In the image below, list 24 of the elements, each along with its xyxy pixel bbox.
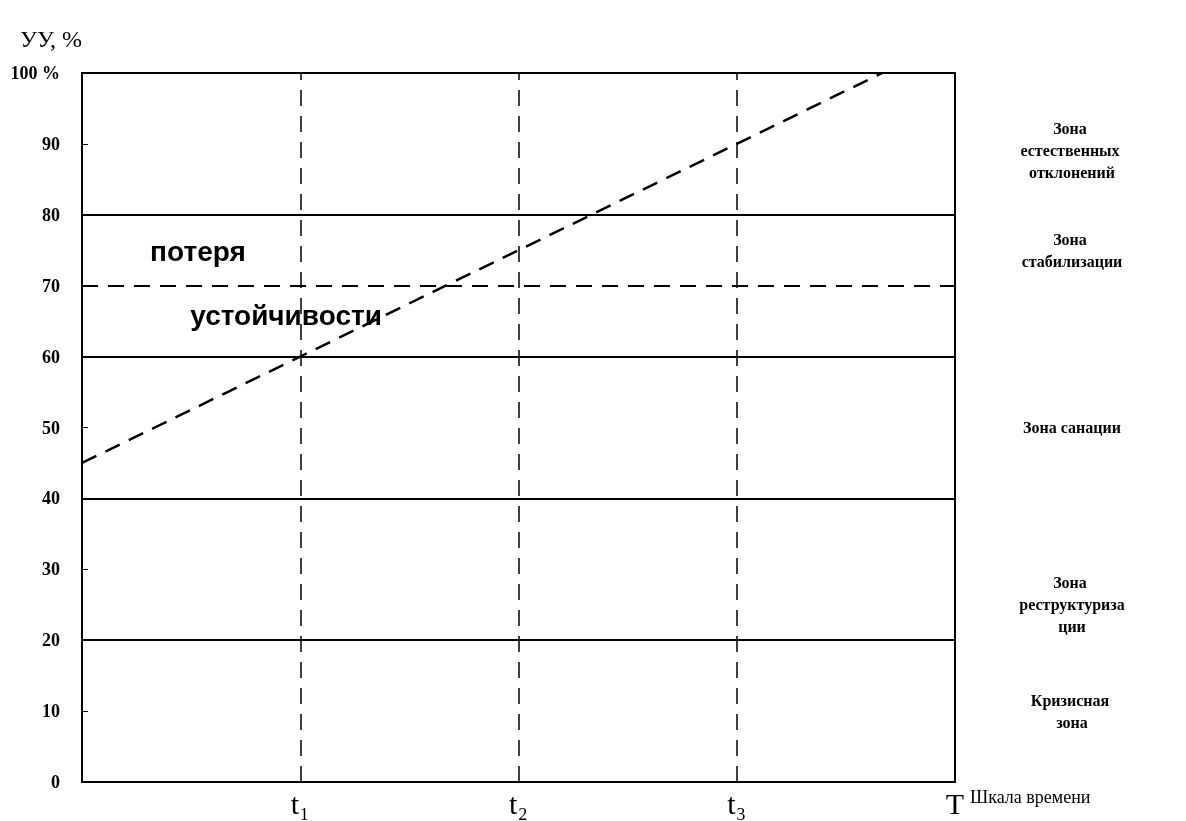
y-tick-label: 100 %	[10, 63, 60, 83]
x-tick-label: t₃	[727, 786, 747, 820]
y-tick-label: 10	[42, 701, 60, 722]
y-axis-title: УУ, %	[19, 26, 83, 52]
text: Зона реструктуризации	[1019, 574, 1125, 636]
x-tick-label: T	[945, 786, 965, 820]
y-tick-label: 30	[42, 559, 60, 580]
y-tick-label: 40	[42, 488, 60, 509]
y-tick-label: 0	[51, 772, 60, 792]
x-tick-label: t₂	[509, 786, 528, 820]
y-tick-label: 50	[42, 417, 60, 438]
y-tick-label: 80	[42, 204, 60, 225]
text: Зона стабилизации	[1021, 230, 1123, 270]
y-tick-label: 90	[42, 133, 60, 154]
y-tick-label: 20	[42, 630, 60, 651]
text: Кризисная зона	[1030, 691, 1114, 731]
annotation: устойчивости	[190, 300, 382, 332]
y-tick-label: 70	[42, 275, 60, 296]
text: Зона естественных отклонений	[1020, 120, 1124, 182]
y-tick-label: 60	[42, 346, 60, 367]
annotation: потеря	[150, 235, 246, 267]
x-tick-label: t₁	[290, 786, 310, 820]
x-axis-title: Шкала времени	[970, 787, 1091, 807]
text: Зона санации	[1023, 419, 1121, 436]
